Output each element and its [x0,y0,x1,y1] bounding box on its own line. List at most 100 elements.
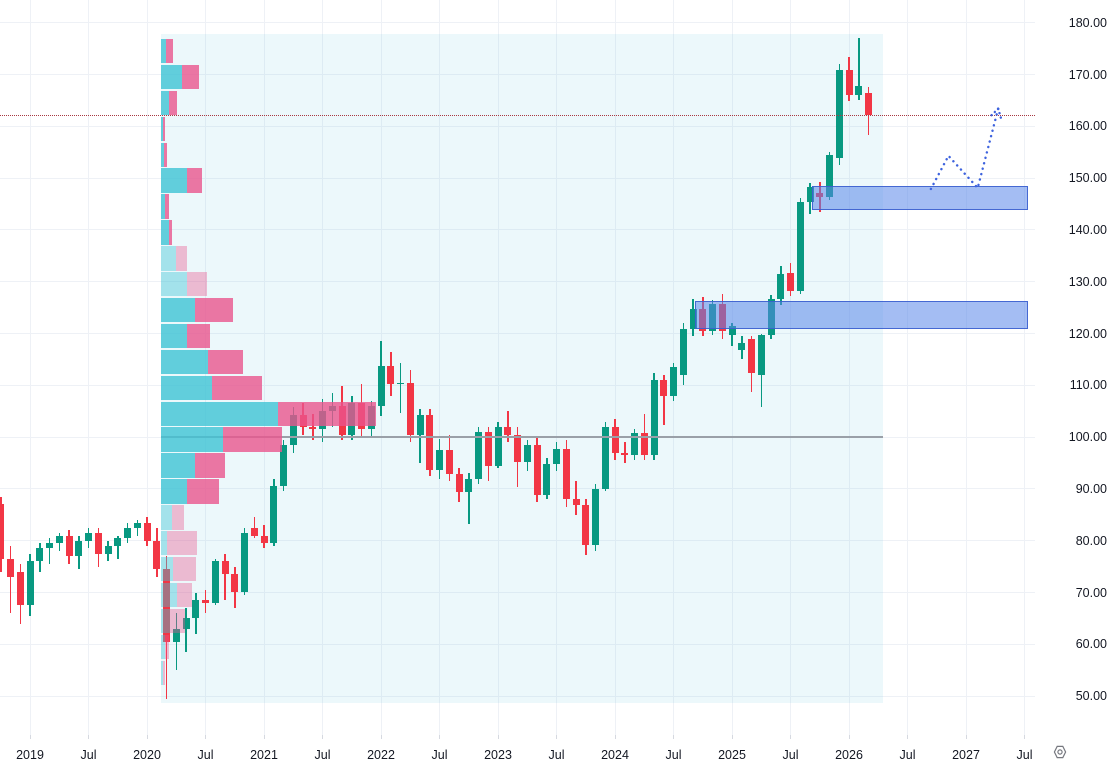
candle-body [65,535,73,557]
candle-body [523,444,531,462]
candle-wick [253,517,255,539]
time-axis-label: 2021 [250,748,278,762]
candle-body [309,426,317,430]
volume-profile-down-bar [164,194,169,219]
candle-body [670,367,677,396]
volume-profile-down-bar [172,556,196,582]
volume-profile-up-bar [160,582,177,608]
volume-profile-down-bar [163,142,167,167]
candle-body [397,382,404,384]
time-axis-tick [146,735,148,739]
h-gridline [0,333,1035,334]
time-axis-label: 2025 [718,748,746,762]
volume-profile-down-bar [194,297,233,323]
volume-profile-up-bar [160,90,169,116]
price-axis[interactable]: 180.00 170.00 160.00 150.00 140.00 130.00 120.… [1035,0,1111,735]
candle-wick [624,442,626,463]
h-gridline [0,22,1035,24]
volume-profile-up-bar [160,38,166,64]
candle-body [865,92,872,116]
candle-body [553,449,560,465]
candle-body [114,538,122,546]
candle-body [455,473,463,492]
time-axis-tick [907,735,908,739]
volume-profile-down-bar [186,323,210,349]
candle-wick [731,323,733,347]
candle-wick [507,411,509,443]
candle-body [172,628,180,642]
candle-wick [224,553,226,601]
candle-wick [858,38,860,101]
candle-body [533,444,541,496]
anchored-price-line[interactable] [160,436,884,439]
h-gridline [0,74,1035,75]
time-axis[interactable]: 2019 Jul 2020 Jul 2021 Jul 2022 Jul 2023 Jul 2024 J… [0,735,1035,773]
volume-profile-up-bar [160,142,164,167]
h-gridline [0,384,1035,386]
candle-body [601,426,609,489]
candle-body [845,69,853,95]
v-gridline [263,0,265,735]
zone-rectangle[interactable] [695,300,1029,329]
candle-body [689,309,697,330]
price-axis-label: 120.00 [1068,326,1107,341]
candle-wick [399,362,402,414]
h-gridline [0,229,1035,231]
zone-rectangle[interactable] [811,185,1029,210]
v-gridline [29,0,31,735]
time-axis-label: Jul [548,748,565,762]
candle-body [738,342,746,350]
price-axis-label: 160.00 [1068,119,1107,134]
volume-profile-down-bar [176,582,192,608]
candle-body [16,571,24,606]
scale-settings-button[interactable] [1049,741,1071,763]
time-axis-tick [673,735,674,739]
candle-body [260,535,268,544]
time-axis-tick [29,735,31,739]
candle-body [650,380,658,456]
time-axis-label: Jul [782,748,799,762]
gear-icon [1053,745,1067,759]
time-axis-label: Jul [80,748,97,762]
v-gridline [88,0,89,735]
volume-profile-up-bar [160,116,163,142]
candle-body [36,548,44,562]
candle-wick [663,374,665,426]
time-axis-tick [848,735,850,739]
candle-body [192,600,200,619]
candle-body [748,339,755,373]
volume-profile-up-bar [160,375,212,401]
candle-body [55,535,63,544]
price-axis-label: 80.00 [1075,533,1107,548]
candle-body [0,504,5,559]
axis-corner [1035,735,1111,773]
candle-body [582,504,590,546]
price-axis-label: 100.00 [1068,430,1107,445]
volume-profile-down-bar [186,168,202,193]
candle-wick [175,613,177,671]
price-axis-label: 70.00 [1075,585,1107,600]
candle-body [202,600,209,603]
profile-range-background [160,33,884,704]
volume-profile-up-bar [160,634,165,660]
volume-profile-down-bar [186,272,207,297]
chart-plot-area[interactable] [0,0,1035,735]
v-gridline [790,0,791,735]
candle-wick [9,545,12,614]
candle-body [855,86,863,95]
candle-wick [117,535,119,559]
candle-body [182,618,190,629]
candle-body [806,187,814,203]
volume-profile-down-bar [175,246,187,271]
candle-body [640,433,648,456]
time-axis-label: 2019 [16,748,44,762]
dotted-level-line[interactable] [0,115,1035,117]
h-gridline [0,125,1035,127]
volume-profile-down-bar [169,608,185,634]
candle-body [631,433,638,455]
v-gridline [1024,0,1025,735]
volume-profile-up-bar [160,64,182,90]
candle-body [562,449,570,500]
time-axis-tick [731,735,733,739]
volume-profile-up-bar [160,531,167,556]
